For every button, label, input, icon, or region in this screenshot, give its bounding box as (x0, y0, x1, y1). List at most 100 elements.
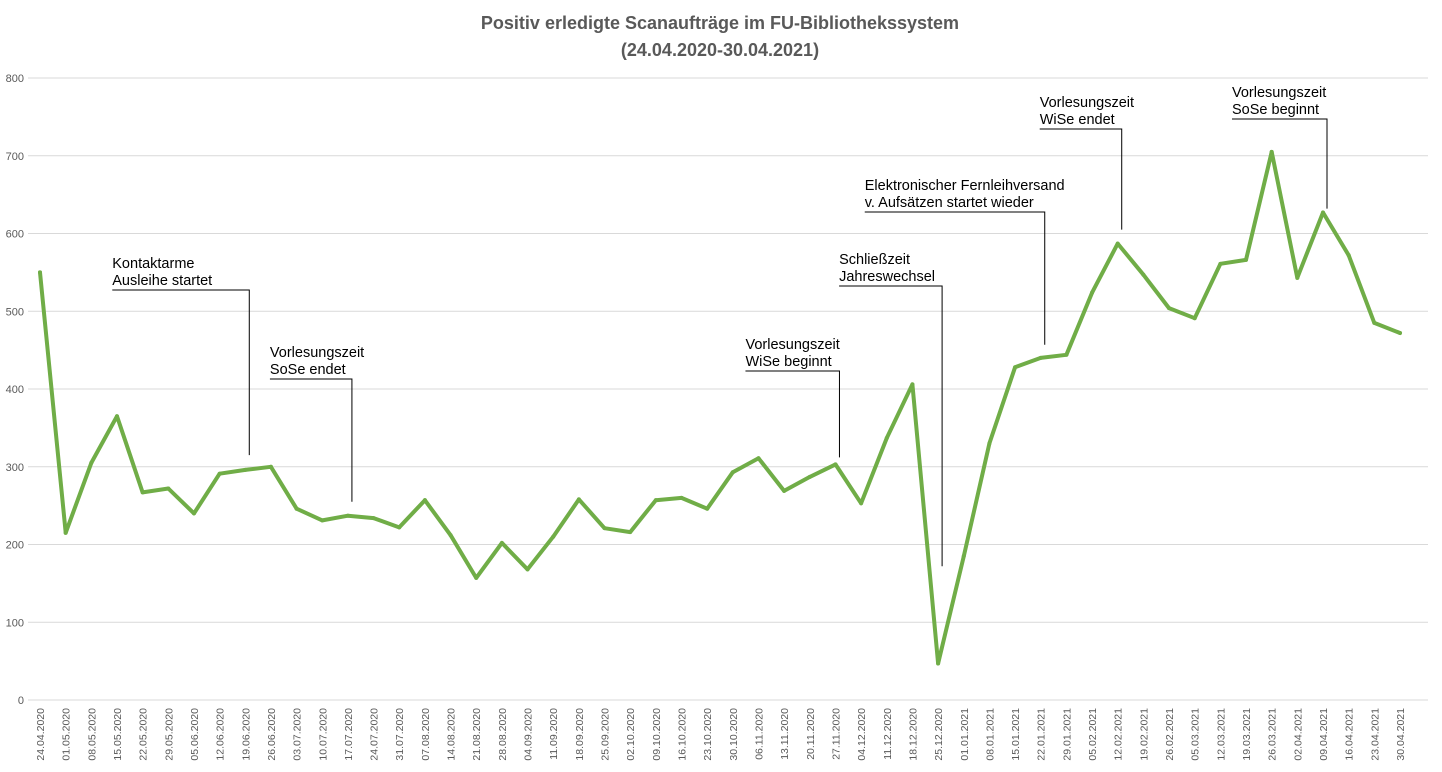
series-line (38, 149, 1402, 666)
y-tick-label: 500 (6, 306, 24, 318)
x-tick-label: 05.03.2021 (1190, 708, 1202, 761)
data-point (1346, 253, 1351, 258)
annotation-text: WiSe endet (1040, 112, 1115, 128)
x-tick-label: 17.07.2020 (343, 708, 355, 761)
x-tick-label: 22.01.2021 (1036, 708, 1048, 761)
data-point (679, 495, 684, 500)
y-tick-label: 400 (6, 384, 24, 396)
data-point (191, 511, 196, 516)
data-point (987, 441, 992, 446)
annotation-text: Kontaktarme (112, 256, 194, 272)
y-tick-label: 300 (6, 462, 24, 474)
data-point (782, 488, 787, 493)
data-point (1397, 331, 1402, 336)
gridlines (28, 77, 1428, 701)
data-point (1269, 149, 1274, 154)
data-point (1141, 272, 1146, 277)
annotation-leader (745, 370, 840, 458)
data-point (1064, 352, 1069, 357)
annotation-text: Vorlesungszeit (1232, 85, 1326, 101)
x-tick-label: 25.09.2020 (600, 708, 612, 761)
y-tick-label: 700 (6, 151, 24, 163)
x-tick-label: 19.03.2021 (1241, 708, 1253, 761)
data-point (730, 470, 735, 475)
x-tick-label: 30.10.2020 (728, 708, 740, 761)
x-tick-label: 14.08.2020 (446, 708, 458, 761)
data-point (756, 456, 761, 461)
x-tick-label: 08.01.2021 (984, 708, 996, 761)
x-tick-label: 09.10.2020 (651, 708, 663, 761)
data-point (1321, 210, 1325, 215)
annotation-text: Ausleihe startet (112, 273, 212, 289)
data-point (63, 530, 68, 535)
data-point (576, 497, 581, 502)
data-point (499, 540, 504, 545)
y-tick-label: 100 (6, 617, 24, 629)
chart-title-line-2: (24.04.2020-30.04.2021) (621, 40, 819, 60)
data-point (653, 498, 658, 503)
x-tick-label: 01.01.2021 (959, 708, 971, 761)
data-point (1372, 320, 1377, 325)
x-tick-label: 11.12.2020 (882, 708, 894, 760)
data-point (371, 516, 376, 521)
x-tick-label: 26.03.2021 (1267, 708, 1279, 761)
x-tick-label: 26.06.2020 (266, 708, 278, 761)
annotation-leader (864, 211, 1046, 345)
data-point (1115, 241, 1120, 246)
data-point (474, 575, 479, 580)
data-point (422, 498, 427, 503)
data-point (448, 533, 453, 538)
annotation-text: v. Aufsätzen startet wieder (865, 195, 1034, 211)
annotation-leader (1039, 128, 1123, 230)
x-tick-label: 06.11.2020 (753, 708, 765, 760)
x-tick-label: 13.11.2020 (779, 708, 791, 760)
x-tick-label: 18.12.2020 (907, 708, 919, 761)
x-tick-label: 12.02.2021 (1113, 708, 1125, 761)
x-tick-label: 12.03.2021 (1215, 708, 1227, 761)
annotation-leader (269, 378, 353, 502)
annotation-text: Vorlesungszeit (745, 337, 839, 353)
series (38, 149, 1402, 666)
x-tick-label: 19.06.2020 (240, 708, 252, 761)
x-tick-label: 28.08.2020 (497, 708, 509, 761)
annotation-text: SoSe endet (270, 362, 346, 378)
data-point (320, 518, 325, 523)
data-point (268, 464, 273, 469)
data-point (243, 467, 248, 472)
data-point (114, 414, 119, 419)
x-tick-label: 31.07.2020 (394, 708, 406, 761)
x-tick-label: 27.11.2020 (830, 708, 842, 760)
annotation-text: Vorlesungszeit (1040, 95, 1134, 111)
x-tick-label: 08.05.2020 (86, 708, 98, 761)
x-tick-label: 16.04.2021 (1344, 708, 1356, 761)
x-tick-label: 02.10.2020 (625, 708, 637, 761)
data-point (705, 506, 710, 511)
x-tick-label: 15.05.2020 (112, 708, 124, 761)
data-point (397, 525, 402, 530)
x-tick-label: 07.08.2020 (420, 708, 432, 761)
data-point (38, 270, 42, 275)
data-point (1038, 355, 1043, 360)
y-tick-label: 600 (6, 229, 24, 241)
annotation-leader (839, 285, 943, 567)
x-tick-label: 15.01.2021 (1010, 708, 1022, 761)
data-point (1090, 290, 1095, 295)
x-tick-label: 18.09.2020 (574, 708, 586, 761)
x-tick-label: 26.02.2021 (1164, 708, 1176, 761)
x-tick-label: 29.05.2020 (163, 708, 175, 761)
x-tick-label: 02.04.2021 (1292, 708, 1304, 761)
data-point (140, 490, 145, 495)
data-point (859, 501, 864, 506)
data-point (936, 661, 941, 666)
data-point (961, 554, 966, 559)
x-tick-label: 25.12.2020 (933, 708, 945, 761)
x-axis-ticks: 24.04.2020 01.05.2020 08.05.2020 15.05.2020… (35, 708, 1407, 761)
